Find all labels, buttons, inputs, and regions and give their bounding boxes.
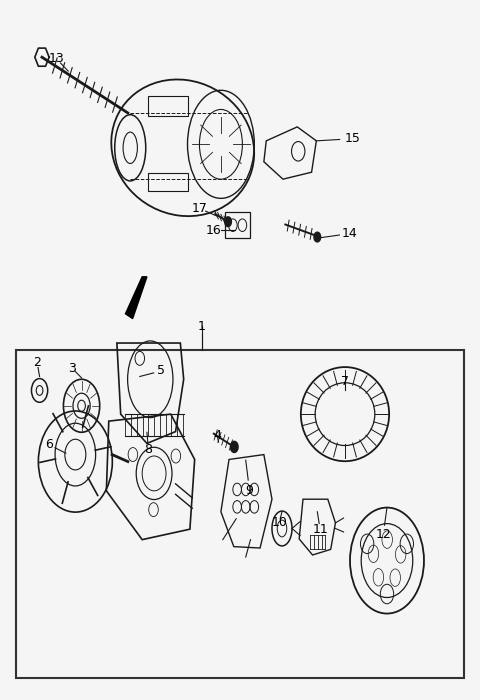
Text: 16: 16 — [206, 223, 222, 237]
Text: 14: 14 — [342, 227, 358, 240]
Text: 15: 15 — [344, 132, 360, 145]
Polygon shape — [125, 276, 147, 318]
Text: 9: 9 — [246, 484, 253, 497]
Text: 11: 11 — [312, 524, 328, 536]
Circle shape — [225, 217, 231, 227]
Text: 1: 1 — [198, 320, 206, 332]
Text: 17: 17 — [192, 202, 207, 215]
Text: 3: 3 — [68, 362, 76, 375]
Text: 4: 4 — [213, 428, 221, 442]
Text: 2: 2 — [33, 356, 41, 369]
Text: 5: 5 — [157, 365, 165, 377]
Text: 6: 6 — [45, 438, 53, 452]
Text: 7: 7 — [341, 375, 349, 388]
Text: 10: 10 — [271, 517, 287, 529]
Text: 12: 12 — [375, 528, 391, 541]
Text: 8: 8 — [144, 442, 152, 456]
Circle shape — [230, 441, 238, 452]
Circle shape — [314, 232, 321, 242]
Text: 13: 13 — [48, 52, 64, 65]
